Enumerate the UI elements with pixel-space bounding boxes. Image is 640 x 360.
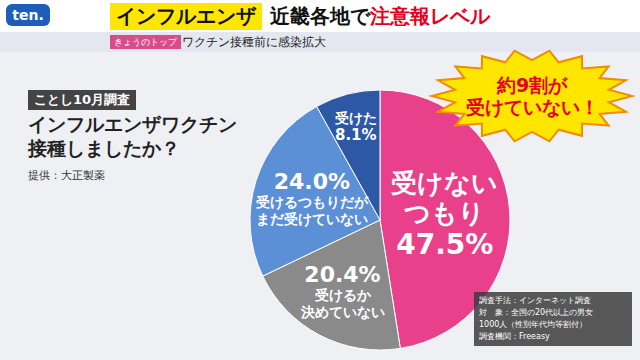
html-text:インフルエンザ: インフルエンザ bbox=[116, 3, 256, 28]
svg-text:24.0%受けるつもりだがまだ受けていない: 24.0%受けるつもりだがまだ受けていない bbox=[255, 169, 369, 226]
svg-text:20.4%受けるか決めていない: 20.4%受けるか決めていない bbox=[300, 262, 385, 319]
html-text:調査機関：Freeasy: 調査機関：Freeasy bbox=[479, 332, 550, 341]
svg-text:受けた8.1%: 受けた8.1% bbox=[334, 110, 377, 144]
html-text:1000人（性別年代均等割付）: 1000人（性別年代均等割付） bbox=[479, 320, 588, 329]
svg-text:受けないつもり47.5%: 受けないつもり47.5% bbox=[391, 168, 498, 261]
html-text:提供：大正製薬: 提供：大正製薬 bbox=[28, 169, 105, 182]
html-text:きょうのトップ: きょうのトップ bbox=[114, 37, 177, 47]
html-text:インフルエンザワクチン 接種しましたか？: インフルエンザワクチン 接種しましたか？ bbox=[28, 113, 237, 159]
html-text:ことし10月調査: ことし10月調査 bbox=[34, 92, 131, 107]
html-text:ten.: ten. bbox=[12, 7, 44, 23]
html-text:調査手法：インターネット調査: 調査手法：インターネット調査 bbox=[479, 296, 591, 305]
html-text:対 象：全国の20代以上の男女: 対 象：全国の20代以上の男女 bbox=[479, 308, 594, 317]
svg-text:約9割が受けていない！: 約9割が受けていない！ bbox=[466, 74, 599, 118]
html-text:ワクチン接種前に感染拡大: ワクチン接種前に感染拡大 bbox=[182, 35, 326, 49]
html-text:近畿各地で注意報レベル: 近畿各地で注意報レベル bbox=[270, 3, 490, 28]
